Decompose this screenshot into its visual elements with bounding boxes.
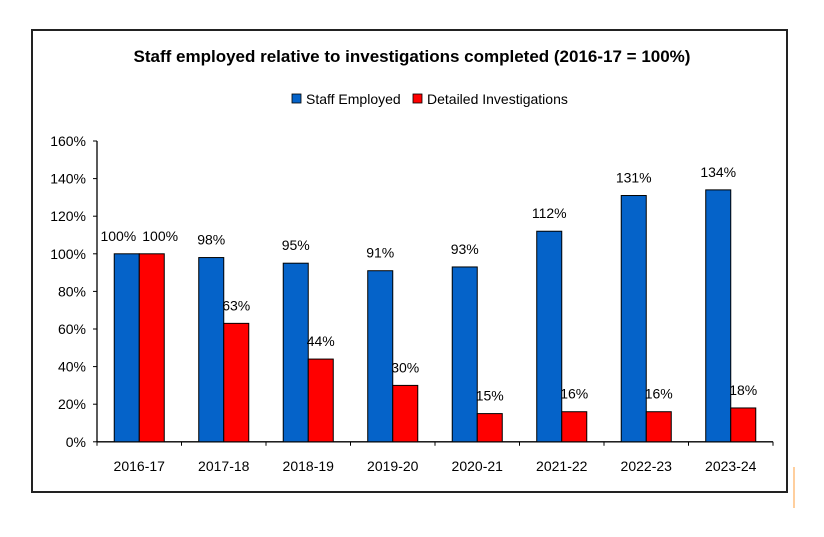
bar-detailed-investigations — [392, 384, 419, 443]
bar-detailed-investigations — [138, 253, 165, 443]
y-tick-label: 60% — [58, 321, 86, 337]
x-tick-label: 2016-17 — [114, 458, 166, 474]
data-label-detailed-investigations: 15% — [476, 388, 504, 404]
legend-swatch-detailed-investigations — [412, 93, 423, 104]
bars — [113, 189, 757, 443]
data-label-staff-employed: 134% — [700, 164, 736, 180]
bar-detailed-investigations — [307, 358, 334, 443]
data-label-detailed-investigations: 16% — [645, 386, 673, 402]
y-tick-label: 20% — [58, 396, 86, 412]
bar-staff-employed — [705, 189, 732, 443]
legend-swatch-staff-employed — [291, 93, 302, 104]
bar-staff-employed — [282, 262, 309, 443]
data-label-staff-employed: 91% — [366, 245, 394, 261]
x-tick-label: 2020-21 — [452, 458, 504, 474]
bar-staff-employed — [367, 270, 394, 443]
legend: Staff Employed Detailed Investigations — [291, 91, 568, 107]
y-tick-label: 140% — [50, 171, 86, 187]
x-tick-label: 2021-22 — [536, 458, 588, 474]
chart-title: Staff employed relative to investigation… — [134, 47, 691, 66]
bar-detailed-investigations — [476, 413, 503, 443]
data-label-staff-employed: 131% — [616, 170, 652, 186]
data-label-detailed-investigations: 18% — [729, 382, 757, 398]
x-tick-label: 2017-18 — [198, 458, 250, 474]
y-tick-label: 80% — [58, 283, 86, 299]
bar-staff-employed — [620, 195, 647, 443]
bar-staff-employed — [536, 230, 563, 443]
data-label-staff-employed: 100% — [100, 228, 136, 244]
data-label-staff-employed: 112% — [532, 205, 567, 221]
bar-detailed-investigations — [730, 407, 757, 443]
bar-staff-employed — [113, 253, 140, 443]
x-tick-label: 2019-20 — [367, 458, 419, 474]
data-label-detailed-investigations: 63% — [222, 297, 250, 313]
y-tick-label: 0% — [66, 434, 86, 450]
y-tick-label: 40% — [58, 359, 86, 375]
data-label-staff-employed: 95% — [282, 237, 310, 253]
legend-label-staff-employed: Staff Employed — [306, 91, 401, 107]
data-label-staff-employed: 98% — [197, 232, 225, 248]
bar-staff-employed — [451, 266, 478, 443]
data-labels: 100% 100% 98% 63% 95% 44% 91% 30% 93% 15% 112% 16% 1… — [100, 164, 757, 404]
y-tick-label: 100% — [50, 246, 86, 262]
data-label-detailed-investigations: 30% — [391, 359, 419, 375]
y-axis: 0% 20% 40% 60% 80% 100% 120% 140% 160% — [50, 133, 98, 450]
x-tick-label: 2022-23 — [621, 458, 673, 474]
legend-label-detailed-investigations: Detailed Investigations — [427, 91, 568, 107]
bar-detailed-investigations — [223, 322, 250, 443]
x-tick-label: 2023-24 — [705, 458, 757, 474]
data-label-detailed-investigations: 100% — [142, 228, 178, 244]
y-tick-label: 160% — [50, 133, 86, 149]
y-tick-label: 120% — [50, 208, 86, 224]
data-label-detailed-investigations: 16% — [560, 386, 588, 402]
data-label-detailed-investigations: 44% — [307, 333, 335, 349]
bar-detailed-investigations — [561, 411, 588, 443]
bar-staff-employed — [198, 257, 225, 443]
bar-detailed-investigations — [645, 411, 672, 443]
x-tick-label: 2018-19 — [283, 458, 335, 474]
data-label-staff-employed: 93% — [451, 241, 479, 257]
